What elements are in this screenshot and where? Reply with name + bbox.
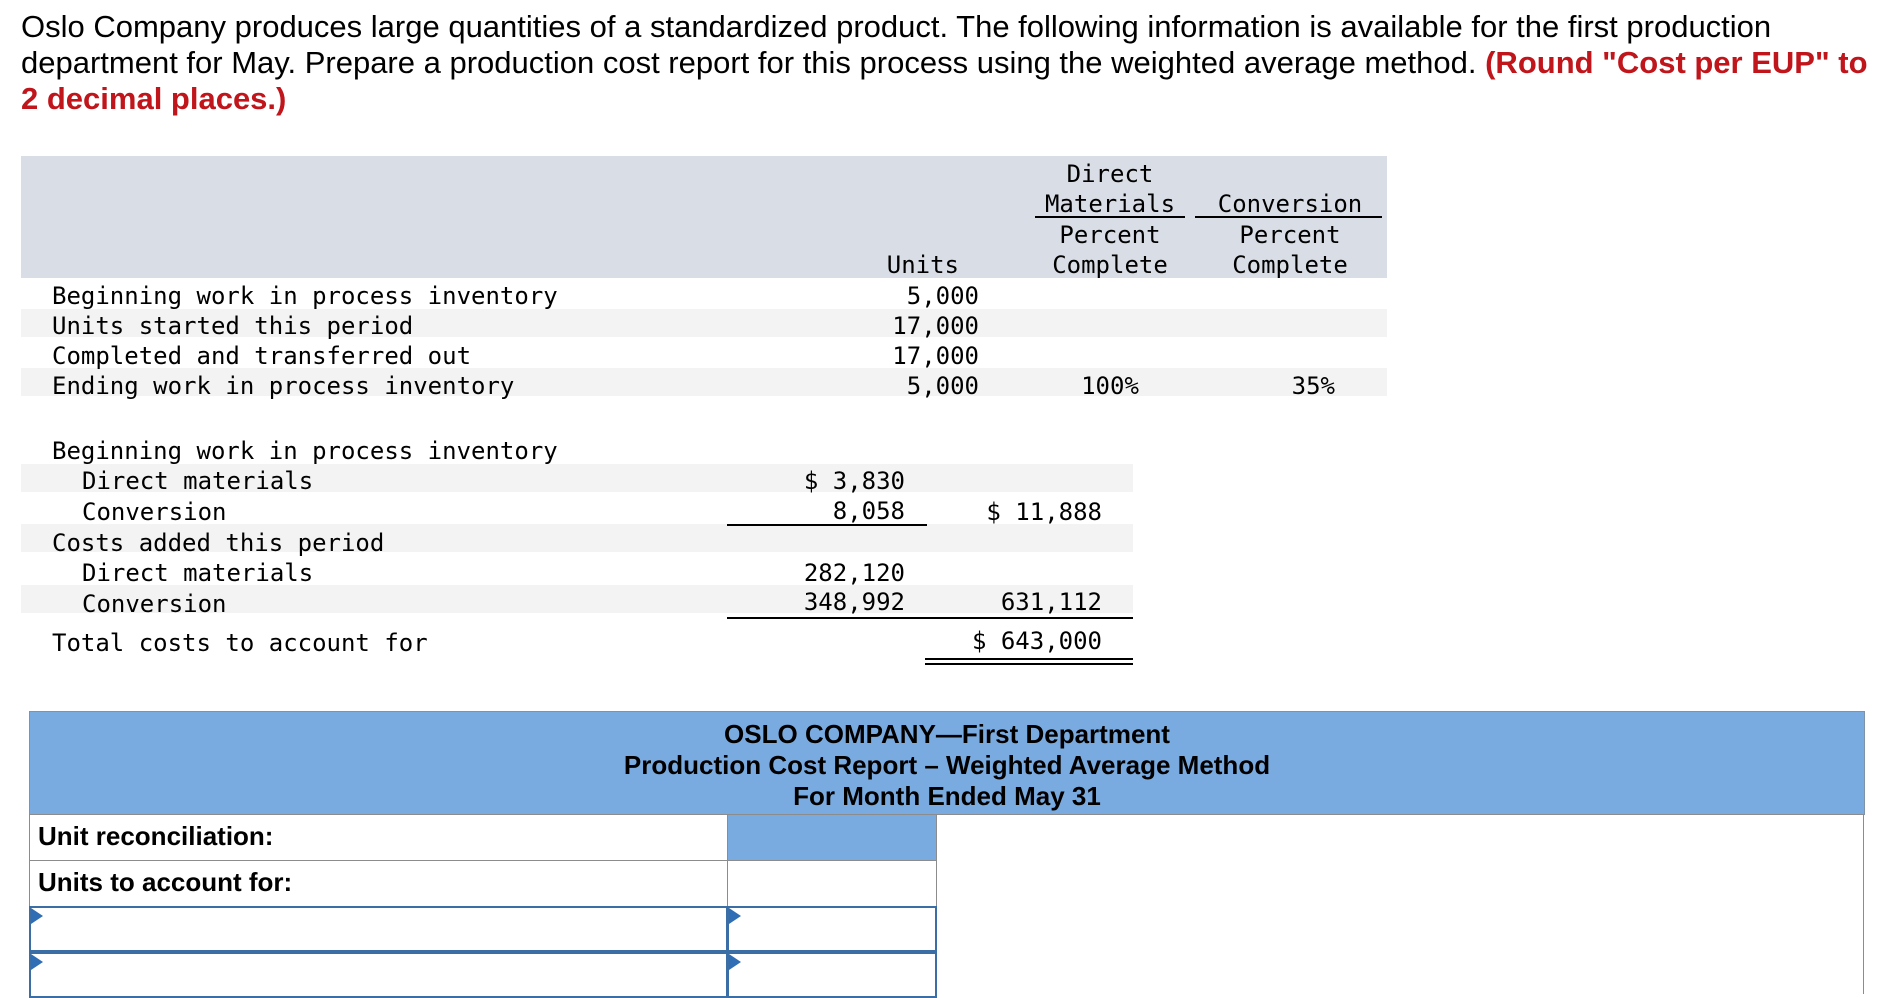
unit-reconciliation-label: Unit reconciliation: (38, 821, 274, 851)
added-subtotal-rule (727, 617, 1133, 619)
beg-conv-value: 8,058 (832, 497, 905, 525)
total-double-rule-top (925, 658, 1133, 660)
input-marker-icon (31, 954, 43, 970)
add-conv-value: 348,992 (803, 588, 905, 616)
report-title-company: OSLO COMPANY—First Department (724, 719, 1170, 749)
beg-subtotal-rule (727, 524, 927, 526)
total-costs-value: $ 643,000 (971, 627, 1102, 655)
row-units: 5,000 (906, 282, 979, 310)
add-dm-label: Direct materials (82, 559, 314, 587)
units-to-account-for-cell: Units to account for: (29, 860, 728, 907)
rounding-requirement: (Round "Cost per EUP" to 2 decimal place… (21, 45, 1868, 116)
row-units: 17,000 (892, 312, 979, 340)
units-to-account-for-value-cell (727, 860, 937, 907)
conv-header-line2: Percent (1239, 221, 1341, 249)
report-title-name: Production Cost Report – Weighted Averag… (623, 750, 1271, 780)
added-label: Costs added this period (52, 529, 385, 557)
row-label: Units started this period (52, 312, 414, 340)
beg-total-value: $ 11,888 (986, 498, 1102, 526)
problem-text: Oslo Company produces large quantities o… (21, 9, 1772, 80)
add-dm-value: 282,120 (803, 559, 905, 587)
unit-reconciliation-value-cell (727, 814, 937, 861)
report-header: OSLO COMPANY—First Department Production… (29, 711, 1865, 815)
problem-statement: Oslo Company produces large quantities o… (21, 9, 1881, 117)
input-marker-icon (31, 908, 43, 924)
row-shade (21, 464, 1133, 492)
row-label: Beginning work in process inventory (52, 282, 558, 310)
row-dm-percent: 100% (1081, 372, 1139, 400)
add-conv-label: Conversion (82, 590, 227, 618)
row-shade (21, 368, 1387, 396)
units-account-value-input-2[interactable] (727, 952, 937, 998)
dm-header-line1: Direct (1066, 160, 1154, 188)
row-conv-percent: 35% (1291, 372, 1335, 400)
beg-dm-value: $ 3,830 (803, 467, 905, 495)
row-label: Completed and transferred out (52, 342, 472, 370)
units-to-account-for-label: Units to account for: (38, 867, 293, 897)
conv-header-rule (1195, 216, 1382, 218)
row-units: 5,000 (906, 372, 979, 400)
text-field[interactable] (31, 908, 726, 950)
dm-header-line3: Percent (1059, 221, 1161, 249)
conv-header-line3: Complete (1232, 251, 1348, 279)
input-marker-icon (729, 954, 741, 970)
row-shade (21, 524, 1133, 552)
dm-header-line2: Materials (1044, 190, 1176, 218)
beg-dm-label: Direct materials (82, 467, 314, 495)
units-account-label-input-1[interactable] (29, 906, 728, 952)
units-account-label-input-2[interactable] (29, 952, 728, 998)
dm-header-rule (1035, 216, 1185, 218)
add-total-value: 631,112 (1000, 588, 1102, 616)
units-account-value-input-1[interactable] (727, 906, 937, 952)
beg-conv-label: Conversion (82, 498, 227, 526)
report-right-area (936, 814, 1864, 994)
conv-header-line1: Conversion (1217, 190, 1363, 218)
text-field[interactable] (31, 954, 726, 996)
row-units: 17,000 (892, 342, 979, 370)
beg-wip-label: Beginning work in process inventory (52, 437, 558, 465)
input-marker-icon (729, 908, 741, 924)
dm-header-line4: Complete (1052, 251, 1168, 279)
total-double-rule-bottom (925, 663, 1133, 665)
row-shade (21, 309, 1387, 337)
row-shade (21, 585, 1133, 613)
text-field[interactable] (729, 954, 935, 996)
unit-reconciliation-cell: Unit reconciliation: (29, 814, 728, 861)
row-label: Ending work in process inventory (52, 372, 515, 400)
total-costs-label: Total costs to account for (52, 629, 428, 657)
units-header: Units (886, 251, 959, 279)
report-title-period: For Month Ended May 31 (793, 781, 1101, 811)
text-field[interactable] (729, 908, 935, 950)
